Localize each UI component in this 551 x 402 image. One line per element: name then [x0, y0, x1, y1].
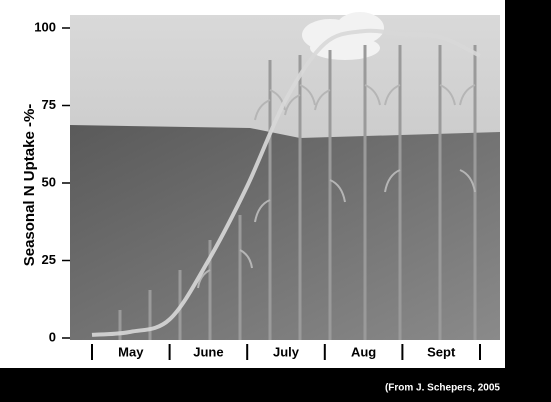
x-tick-label: May	[118, 344, 144, 359]
source: (From J. Schepers, 2005	[385, 383, 500, 394]
y-tick-label: 25	[42, 252, 56, 267]
x-tick-label: Aug	[351, 344, 376, 359]
field	[70, 125, 500, 340]
y-tick-label: 75	[42, 97, 56, 112]
corn-leaves	[197, 84, 476, 289]
y-tick-label: 0	[49, 329, 56, 344]
y-tick-label: 100	[34, 19, 56, 34]
y-tick-label: 50	[42, 174, 56, 189]
x-tick-label: Sept	[427, 344, 456, 359]
y-axis-label: Seasonal N Uptake -%-	[21, 104, 38, 267]
uptake-curve	[91, 28, 481, 337]
x-tick-label: June	[193, 344, 223, 359]
x-tick-label: July	[273, 344, 300, 359]
